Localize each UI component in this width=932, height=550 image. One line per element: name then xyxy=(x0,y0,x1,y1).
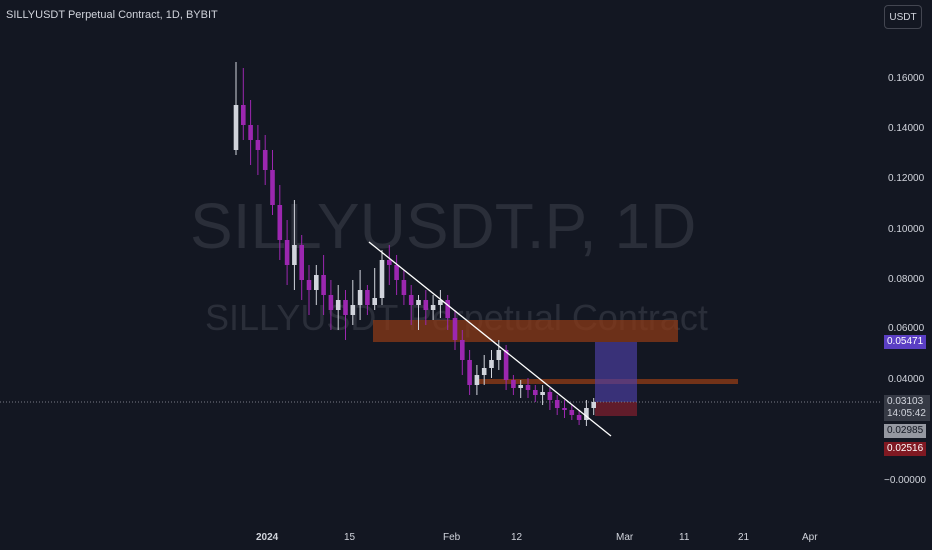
stop-price-tag: 0.02516 xyxy=(884,442,926,456)
long-position-target-box[interactable] xyxy=(595,342,637,402)
candle-body xyxy=(489,360,494,368)
x-tick-label: Feb xyxy=(443,532,461,543)
candle-body xyxy=(445,300,450,318)
candle-body xyxy=(547,392,553,400)
y-tick-label: 0.14000 xyxy=(888,123,925,134)
candle-body xyxy=(554,400,560,408)
x-tick-label: 11 xyxy=(679,532,690,543)
candle-body xyxy=(540,392,545,395)
currency-button[interactable]: USDT xyxy=(884,5,922,29)
x-tick-label: Mar xyxy=(616,532,634,543)
candle-body xyxy=(255,140,261,150)
x-tick-label: 2024 xyxy=(256,532,279,543)
drawing-zones[interactable] xyxy=(373,320,738,416)
candles-group xyxy=(233,62,596,426)
y-tick-label: 0.08000 xyxy=(888,274,925,285)
candle-body xyxy=(416,300,421,305)
x-tick-label: 12 xyxy=(511,532,523,543)
candle-body xyxy=(467,360,472,385)
candle-body xyxy=(474,375,480,385)
y-axis[interactable]: 0.16000 0.14000 0.12000 0.10000 0.08000 … xyxy=(884,73,926,486)
y-tick-label: 0.10000 xyxy=(888,224,925,235)
candle-body xyxy=(533,390,538,395)
current-price-tag: 0.03103 14:05:42 xyxy=(884,395,930,421)
candle-body xyxy=(306,280,312,290)
candle-body xyxy=(460,340,465,360)
candle-body xyxy=(335,300,341,310)
candle-body xyxy=(401,280,407,295)
watermark-symbol: SILLYUSDT.P, 1D xyxy=(190,190,696,262)
candle-body xyxy=(314,275,319,290)
candle-body xyxy=(292,245,297,265)
candle-body xyxy=(277,205,283,240)
candle-body xyxy=(357,290,363,305)
candle-body xyxy=(423,300,429,310)
candle-body xyxy=(452,318,458,340)
candle-countdown: 14:05:42 xyxy=(887,408,926,419)
entry-price-tag: 0.02985 xyxy=(884,424,926,438)
candle-body xyxy=(518,385,523,388)
long-position-stop-box[interactable] xyxy=(595,402,637,416)
candle-body xyxy=(248,125,253,140)
candle-body xyxy=(350,305,356,315)
candle-body xyxy=(481,368,487,375)
candle-body xyxy=(343,300,348,315)
candle-body xyxy=(270,170,275,205)
candle-body xyxy=(562,408,567,410)
x-tick-label: 21 xyxy=(738,532,750,543)
candle-body xyxy=(408,295,414,305)
candle-body xyxy=(576,415,582,420)
y-tick-label: 0.16000 xyxy=(888,73,925,84)
x-axis[interactable]: 2024 15 Feb 12 Mar 11 21 Apr xyxy=(256,532,818,543)
candle-body xyxy=(430,305,436,310)
candle-body xyxy=(299,245,304,280)
candle-body xyxy=(321,275,326,295)
candle-body xyxy=(394,265,399,280)
candle-body xyxy=(525,385,531,390)
candle-body xyxy=(387,260,392,265)
candle-body xyxy=(511,380,516,388)
supply-zone[interactable] xyxy=(373,320,678,342)
current-price-value: 0.03103 xyxy=(887,396,924,407)
candle-body xyxy=(584,408,589,420)
y-tick-label: 0.06000 xyxy=(888,323,925,334)
candle-body xyxy=(241,105,246,125)
y-tick-label: 0.04000 xyxy=(888,374,925,385)
x-tick-label: Apr xyxy=(802,532,818,543)
chart-title: SILLYUSDT Perpetual Contract, 1D, BYBIT xyxy=(6,9,218,21)
target-price-tag: 0.05471 xyxy=(884,335,926,349)
y-tick-label: 0.12000 xyxy=(888,173,925,184)
candle-body xyxy=(284,240,290,265)
y-tick-label: −0.00000 xyxy=(884,475,926,486)
descending-trendline[interactable] xyxy=(368,241,612,437)
candle-body xyxy=(365,290,370,305)
candle-body xyxy=(262,150,268,170)
candle-body xyxy=(372,298,377,305)
candle-body xyxy=(503,350,509,380)
candle-body xyxy=(569,410,575,415)
candle-body xyxy=(496,350,502,360)
candle-body xyxy=(379,260,385,298)
candle-body xyxy=(328,295,334,310)
candle-body xyxy=(591,402,596,408)
candle-body xyxy=(233,105,239,150)
candle-body xyxy=(438,300,443,305)
x-tick-label: 15 xyxy=(344,532,356,543)
